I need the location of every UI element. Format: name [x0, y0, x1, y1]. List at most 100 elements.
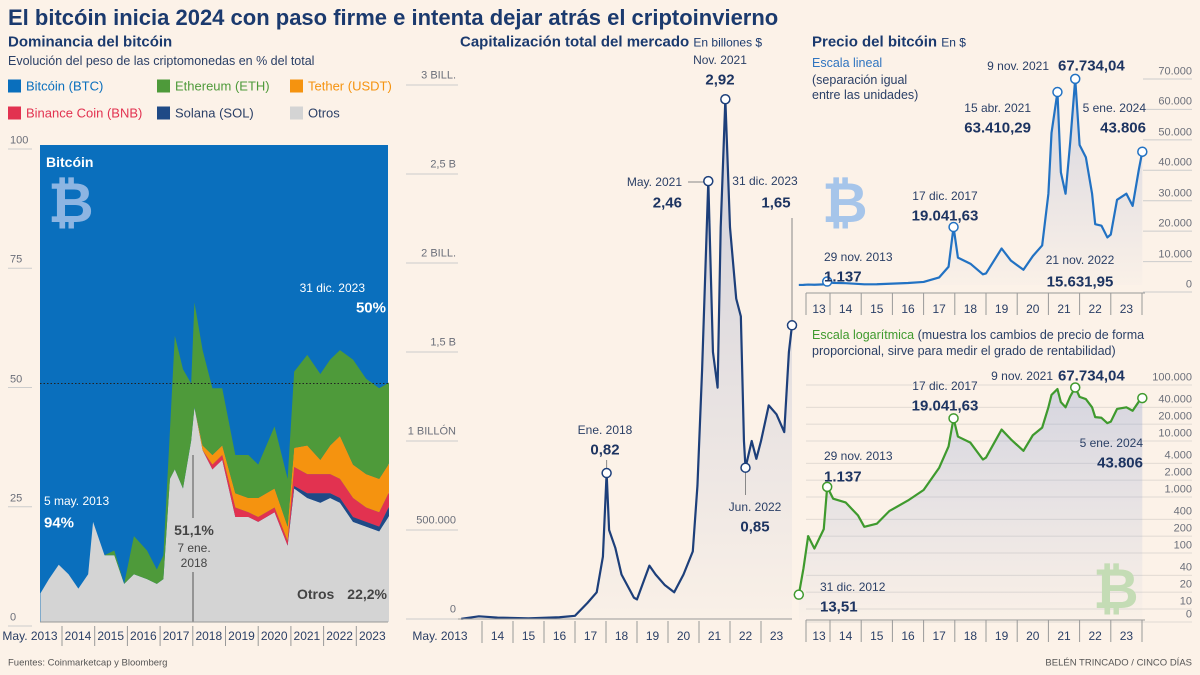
annotation-marker — [740, 462, 751, 473]
y-tick-label: 20.000 — [1158, 410, 1192, 423]
annotation-value: 50% — [355, 299, 386, 317]
dominance-title: Dominancia del bitcóin — [8, 33, 173, 51]
marketcap-line — [461, 98, 794, 620]
x-tick-label: 20 — [676, 629, 691, 643]
y-tick-label: 40.000 — [1158, 393, 1192, 406]
x-tick-label: 22 — [1088, 302, 1102, 316]
annotation-marker — [1069, 73, 1081, 85]
legend-usdt: Tether (USDT) — [290, 79, 392, 93]
area-solana — [40, 407, 389, 594]
area-ethereum — [40, 302, 389, 594]
y-tick-label: 100 — [1173, 539, 1192, 552]
y-tick-label: 2 BILL. — [421, 247, 456, 260]
y-tick-label: 3 BILL. — [421, 69, 456, 82]
credit: BELÉN TRINCADO / CINCO DÍAS — [1045, 657, 1192, 669]
x-tick-label: 23 — [769, 629, 784, 643]
area-otros — [40, 407, 389, 622]
annotation-marker — [793, 589, 805, 600]
main-title: El bitcóin inicia 2024 con paso firme e … — [8, 5, 779, 30]
x-tick-label: 18 — [963, 302, 978, 316]
y-tick-label: 1 BILLÓN — [407, 425, 456, 438]
y-tick-label: 70.000 — [1158, 65, 1192, 78]
annotation-date: 15 abr. 2021 — [964, 101, 1031, 115]
sources: Fuentes: Coinmarketcap y Bloomberg — [8, 657, 168, 669]
x-tick-label: 20 — [1026, 302, 1040, 316]
legend-otros: Otros — [290, 106, 340, 120]
x-tick-label: 16 — [901, 302, 915, 316]
annotation-marker — [821, 276, 833, 287]
annotation-value: 1,65 — [761, 194, 791, 212]
price-area — [798, 387, 1143, 620]
annotation-marker — [1052, 86, 1063, 98]
x-tick-label: 2016 — [130, 629, 157, 643]
y-tick-label: 50 — [10, 373, 23, 385]
price-title: Precio del bitcóin En $ — [812, 33, 966, 51]
x-tick-label: 13 — [812, 302, 826, 316]
linear-scale-desc: entre las unidades) — [812, 87, 919, 102]
x-tick-label: 2015 — [97, 629, 125, 643]
y-tick-label: 0 — [1185, 608, 1192, 621]
x-tick-label: 15 — [521, 629, 536, 643]
y-tick-label: 4.000 — [1164, 449, 1192, 462]
y-tick-label: 400 — [1173, 505, 1192, 518]
y-tick-label: 2,5 B — [430, 158, 456, 171]
x-tick-label: 23 — [1119, 629, 1134, 643]
x-tick-label: 20 — [1026, 629, 1040, 643]
annotation-marker — [948, 221, 959, 233]
legend-sol: Solana (SOL) — [157, 106, 254, 120]
bitcoin-panel-label: Bitcóin — [46, 154, 94, 170]
x-tick-label: 15 — [870, 629, 884, 643]
annotation-value: 2,46 — [652, 194, 682, 212]
annotation-date: 5 ene. 2024 — [1079, 436, 1143, 450]
x-tick-label: 2021 — [293, 629, 321, 643]
annotation-date: 29 nov. 2013 — [824, 449, 893, 463]
x-tick-label: 14 — [838, 629, 853, 643]
y-tick-label: 0 — [1185, 278, 1192, 291]
y-tick-label: 100.000 — [1152, 371, 1192, 384]
annotation-value: 51,1% — [174, 522, 214, 538]
annotation-marker — [948, 413, 959, 424]
y-tick-label: 40.000 — [1158, 156, 1192, 169]
x-tick-label: 13 — [812, 629, 826, 643]
linear-scale-label: Escala lineal — [812, 55, 883, 70]
annotation-value: 67.734,04 — [1058, 367, 1125, 385]
y-tick-label: 500.000 — [416, 514, 456, 527]
x-tick-label: 2018 — [195, 629, 223, 643]
x-tick-label: 21 — [707, 629, 722, 643]
annotation-marker — [601, 467, 612, 479]
annotation-date: 9 nov. 2021 — [991, 369, 1053, 383]
annotation-marker — [1137, 146, 1148, 157]
y-tick-label: 10.000 — [1158, 427, 1192, 440]
price-area — [798, 78, 1143, 285]
annotation-value: 43.806 — [1097, 454, 1143, 472]
x-tick-label: May. 2013 — [2, 629, 58, 643]
x-tick-label: 21 — [1057, 302, 1071, 316]
annotation-date: May. 2021 — [626, 175, 682, 189]
annotation-value: 1.137 — [824, 468, 862, 486]
y-tick-label: 40 — [1179, 561, 1192, 574]
x-tick-label: 2017 — [162, 629, 190, 643]
y-tick-label: 100 — [10, 134, 29, 147]
annotation-date: Nov. 2021 — [693, 53, 747, 67]
annotation-date: 7 ene. — [177, 541, 211, 555]
x-tick-label: 2020 — [260, 629, 288, 643]
annotation-marker — [1069, 382, 1081, 393]
x-tick-label: 19 — [994, 629, 1009, 643]
annotation-date: 21 nov. 2022 — [1045, 253, 1115, 267]
annotation-date: 5 may. 2013 — [44, 494, 110, 508]
area-tether — [40, 407, 389, 594]
x-tick-label: 17 — [932, 302, 946, 316]
x-tick-label: 22 — [738, 629, 753, 643]
annotation-value: 67.734,04 — [1058, 57, 1125, 75]
annotation-date: 31 dic. 2023 — [732, 174, 798, 188]
y-tick-label: 20 — [1179, 578, 1192, 591]
annotation-date: 2018 — [180, 556, 208, 570]
x-tick-label: 18 — [614, 629, 629, 643]
annotation-value: 13,51 — [820, 598, 858, 616]
y-tick-label: 25 — [10, 492, 23, 505]
annotation-date: 31 dic. 2012 — [820, 580, 886, 594]
y-tick-label: 2.000 — [1164, 466, 1192, 479]
annotation-value: 15.631,95 — [1046, 273, 1114, 291]
